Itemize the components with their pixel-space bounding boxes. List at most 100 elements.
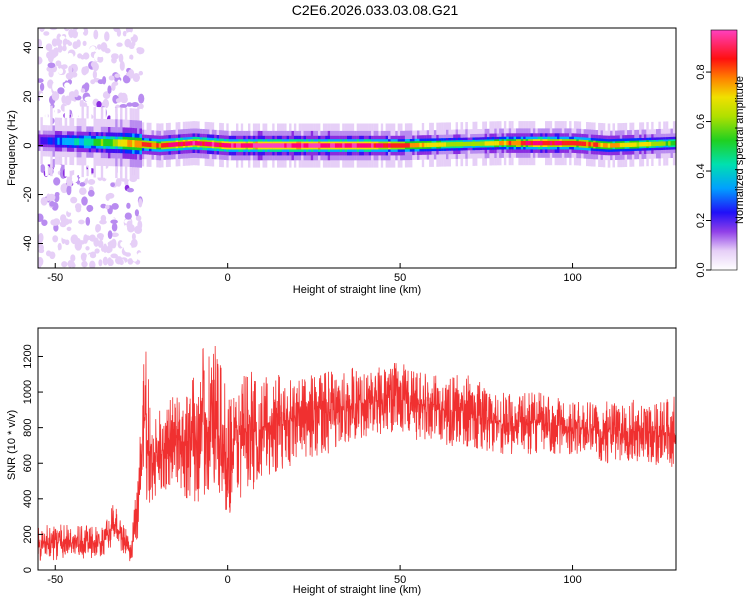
spectrogram-cell-2027: [545, 140, 548, 146]
snr-x-tick-label-50: 50: [394, 574, 406, 586]
spectrogram-cell-179: [133, 52, 140, 58]
spectrogram-cell-461: [38, 262, 42, 268]
spectrogram-cell-39: [110, 232, 119, 238]
spectrogram-cell-1899: [236, 143, 239, 148]
spectrogram-x-ticks: -50 0 50 100: [47, 263, 582, 284]
spectrogram-cell-1828: [64, 137, 68, 145]
spectrogram-cell-385: [80, 88, 86, 93]
spectrogram-cell-1990: [455, 142, 459, 147]
spectrogram-cell-2033: [559, 140, 562, 146]
spectrogram-cell-2059: [622, 142, 625, 148]
spectrogram-cell-2003: [487, 141, 490, 146]
spectrogram-cell-462: [108, 75, 115, 81]
spectrogram-cell-1916: [277, 143, 280, 148]
spectrogram-cell-1963: [390, 143, 394, 148]
spectrogram-cell-383: [132, 72, 141, 83]
spectrogram-cell-1977: [424, 142, 427, 148]
spectrogram-cell-1867: [158, 143, 162, 148]
spectrogram-cell-1884: [199, 141, 203, 146]
spectrogram-cell-486: [67, 176, 73, 181]
spectrogram-cell-363: [104, 204, 110, 210]
spectrogram-cell-2007: [496, 141, 500, 146]
spectrogram-cell-1960: [383, 143, 386, 148]
spectrogram-cell-1935: [322, 143, 326, 148]
spectrogram-cell-2017: [520, 140, 524, 146]
spectrogram-cell-299: [138, 93, 145, 104]
spectrogram-cell-23: [120, 24, 127, 28]
spectrogram-cell-1861: [144, 142, 147, 147]
spectrogram-cell-1891: [216, 142, 220, 147]
spectrogram-cell-1843: [100, 138, 104, 146]
spectrogram-cell-399: [52, 218, 61, 226]
spectrogram-cell-1984: [441, 142, 444, 147]
snr-marks: [38, 345, 676, 562]
spectrogram-cell-1836: [83, 138, 87, 146]
spectrogram-cell-2045: [588, 142, 591, 147]
spectrogram-cell-2030: [552, 140, 555, 146]
spectrogram-cell-330: [45, 43, 53, 52]
spectrogram-cell-1858: [137, 140, 140, 148]
spectrogram-x-tick-label-100: 100: [563, 272, 581, 284]
spectrogram-cell-1931: [313, 143, 316, 148]
spectrogram-cell-510: [96, 101, 102, 108]
spectrogram-cell-1928: [306, 143, 309, 148]
spectrogram-cell-1839: [91, 138, 94, 146]
spectrogram-cell-65: [40, 164, 46, 173]
spectrogram-cell-1978: [426, 142, 430, 148]
spectrogram-cell-1888: [209, 142, 212, 147]
spectrogram-cell-340: [85, 246, 90, 251]
spectrogram-cell-1875: [178, 142, 181, 147]
colorbar-tick-label-0.0: 0.0: [695, 262, 707, 277]
spectrogram-cell-2036: [566, 140, 570, 146]
spectrogram-cell-1918: [281, 143, 285, 148]
spectrogram-cell-1975: [419, 142, 422, 148]
spectrogram-cell-1860: [141, 142, 145, 147]
spectrogram-cell-1991: [458, 142, 461, 147]
spectrogram-x-tick-label-50: 50: [394, 272, 406, 284]
spectrogram-cell-1976: [421, 142, 425, 148]
spectrogram-cell-397: [73, 89, 79, 98]
spectrogram-cell-2015: [516, 140, 519, 146]
spectrogram-cell-1946: [349, 143, 352, 148]
spectrogram-cell-422: [110, 182, 115, 188]
spectrogram-cell-1921: [289, 143, 292, 148]
spectrogram-cell-1830: [69, 138, 72, 146]
spectrogram-cell-93: [80, 252, 88, 262]
snr-x-axis-label: Height of straight line (km): [293, 584, 421, 596]
spectrogram-cell-1972: [412, 143, 415, 148]
spectrogram-cell-1906: [252, 143, 256, 148]
spectrogram-cell-1901: [240, 143, 244, 148]
spectrogram-cell-393: [106, 244, 113, 253]
spectrogram-y-tick-label-20: 20: [22, 90, 34, 102]
spectrogram-cell-1992: [460, 141, 464, 147]
spectrogram-cell-1856: [132, 140, 135, 148]
spectrogram-cell-2034: [561, 140, 565, 146]
spectrogram-cell-1844: [103, 139, 106, 147]
spectrogram-cell-1958: [378, 143, 381, 148]
spectrogram-cell-1971: [409, 143, 413, 148]
spectrogram-cell-1863: [149, 142, 152, 148]
spectrogram-cell-1945: [347, 143, 350, 148]
spectrogram-cell-1849: [115, 139, 118, 147]
spectrogram-cell-226: [64, 95, 72, 106]
spectrogram-cell-1968: [402, 143, 406, 148]
spectrogram-cell-1865: [153, 143, 157, 148]
spectrogram-cell-1913: [269, 143, 273, 148]
spectrogram-cell-304: [131, 232, 136, 241]
spectrogram-cell-2041: [578, 141, 582, 146]
spectrogram-cell-452: [77, 240, 86, 245]
spectrogram-cell-2009: [501, 140, 505, 146]
spectrogram-y-axis-label: Frequency (Hz): [6, 110, 18, 186]
spectrogram-cell-371: [87, 189, 95, 197]
spectrogram-cell-1850: [117, 139, 121, 147]
spectrogram-cell-1974: [417, 142, 420, 148]
spectrogram-cell-1914: [272, 143, 275, 148]
spectrogram-cell-367: [79, 182, 86, 187]
spectrogram-cell-1910: [262, 143, 266, 148]
spectrogram-cell-2021: [530, 140, 534, 146]
spectrogram-cell-440: [116, 28, 122, 37]
spectrogram-cell-2057: [617, 143, 620, 148]
snr-y-tick-label-800: 800: [22, 418, 34, 436]
spectrogram-cell-321: [94, 82, 103, 89]
spectrogram-cell-263: [129, 54, 134, 60]
